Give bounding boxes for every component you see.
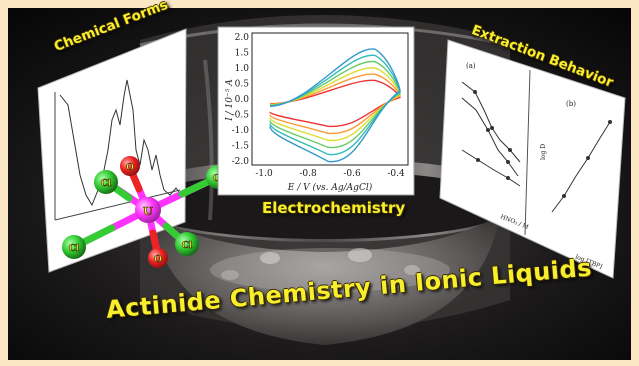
extraction-right-y-label: log D <box>540 144 547 160</box>
chlorine-label-upper-left: Cl <box>101 179 112 189</box>
cv-curve <box>269 67 401 142</box>
cv-y-tick-label: 0.0 <box>235 95 250 105</box>
chlorine-label-lower-left: Cl <box>69 244 80 254</box>
cv-x-tick-label: -0.6 <box>343 169 361 179</box>
cv-y-axis-label: I / 10⁻⁵ A <box>225 79 235 122</box>
cv-y-tick-label: -0.5 <box>232 111 250 121</box>
electrochemistry-label: Electrochemistry <box>262 199 406 217</box>
cv-y-tick-label: -1.5 <box>232 142 250 152</box>
oxygen-label-top: O <box>126 163 134 173</box>
cv-x-tick-label: -1.0 <box>255 169 273 179</box>
chlorine-atom-lower-left <box>62 235 86 259</box>
oxygen-atom-top <box>120 156 140 176</box>
oxygen-atom-bottom <box>148 248 168 268</box>
cv-x-tick-label: -0.4 <box>387 169 405 179</box>
uranium-label: U <box>143 205 153 218</box>
cv-y-tick-label: 1.5 <box>235 49 250 59</box>
cv-curve <box>269 79 401 128</box>
extraction-left-panel-tag: (a) <box>466 62 476 70</box>
cv-curve <box>269 48 401 163</box>
cv-curve <box>269 73 401 135</box>
cv-curve <box>269 54 401 156</box>
chlorine-atom-upper-left <box>94 170 118 194</box>
chlorine-label-lower-right: Cl <box>182 241 193 251</box>
cv-curve <box>269 60 401 149</box>
extraction-right-panel-tag: (b) <box>566 100 576 108</box>
cv-y-tick-label: -1.0 <box>232 126 250 136</box>
uranium-atom <box>135 197 161 223</box>
oxygen-label-bottom: O <box>154 255 162 265</box>
cv-x-tick-label: -0.8 <box>299 169 317 179</box>
chlorine-atom-lower-right <box>175 232 199 256</box>
cv-y-tick-label: -2.0 <box>232 157 250 167</box>
cv-y-tick-label: 0.5 <box>235 80 250 90</box>
cv-y-tick-label: 1.0 <box>235 64 250 74</box>
cv-x-axis-label: E / V (vs. Ag/AgCl) <box>287 182 373 193</box>
cv-y-tick-label: 2.0 <box>235 33 250 43</box>
